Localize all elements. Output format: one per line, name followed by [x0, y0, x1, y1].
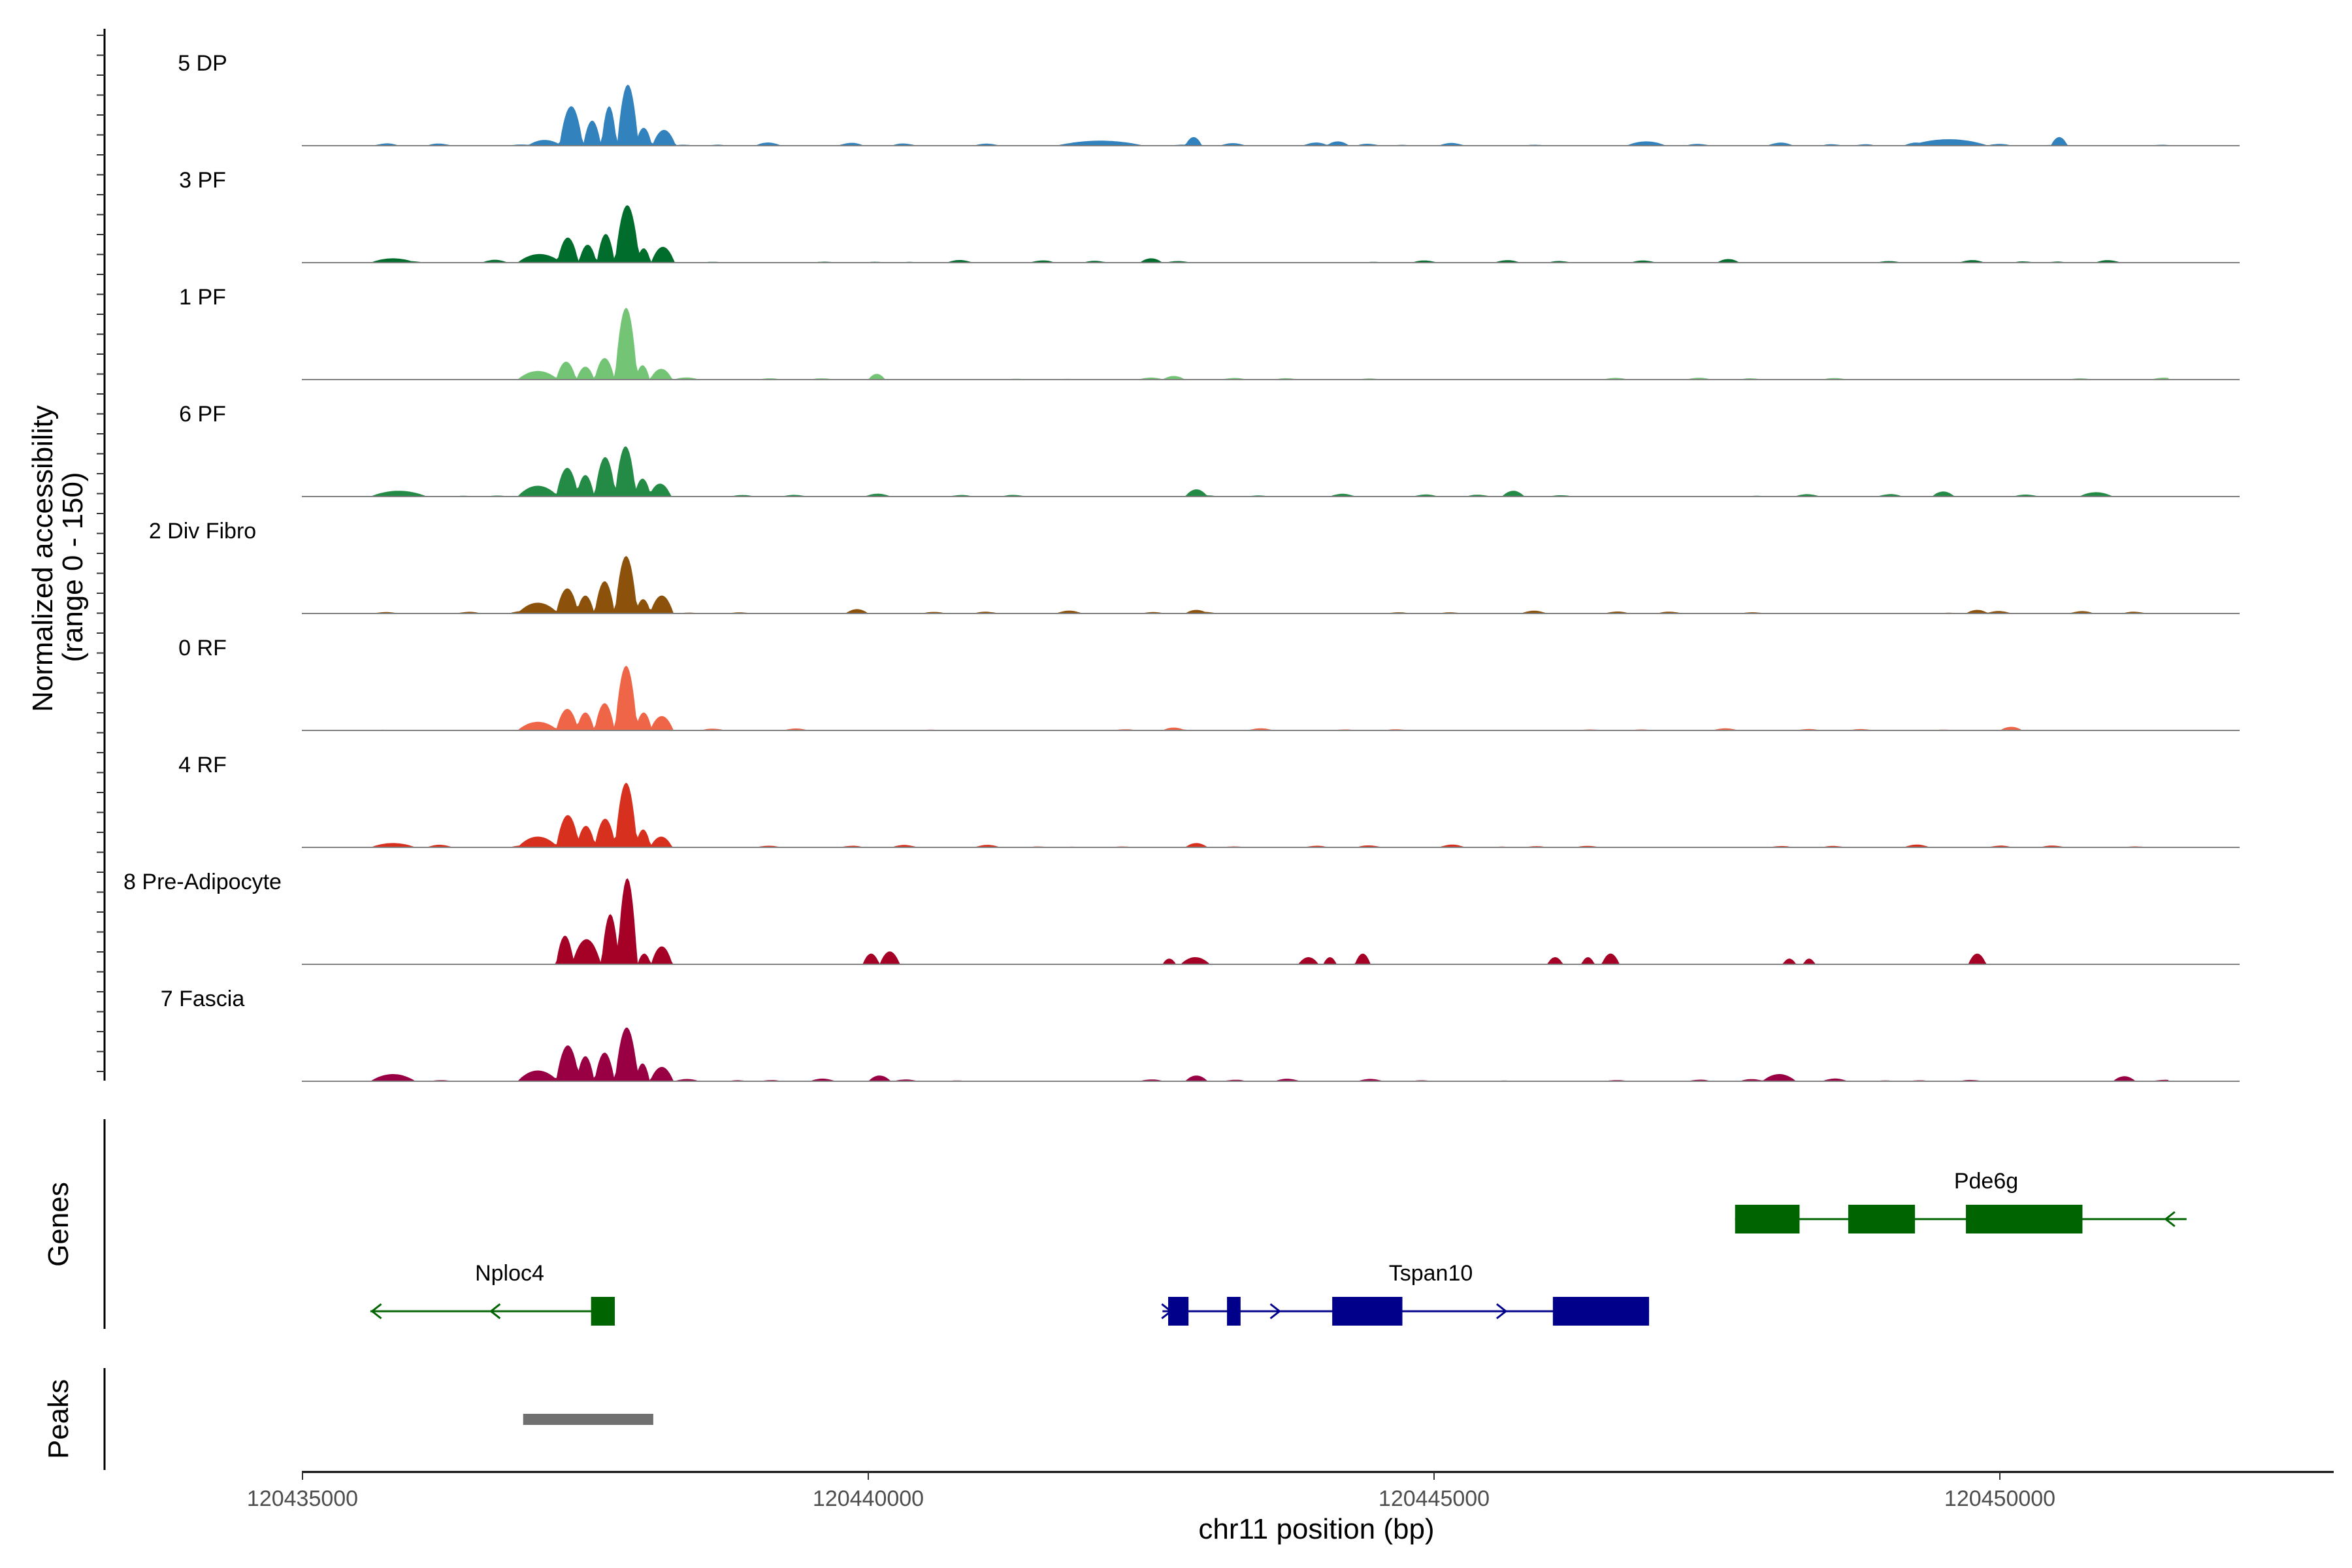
coverage-track: 1 PF: [155, 285, 2240, 380]
x-tick-label: 120435000: [247, 1486, 358, 1511]
gene-label: Pde6g: [1954, 1169, 2018, 1194]
x-tick-label: 120450000: [1944, 1486, 2055, 1511]
gene-exon: [1848, 1205, 1916, 1233]
coverage-area: [155, 308, 2187, 380]
coverage-area: [155, 556, 2187, 613]
x-axis-title: chr11 position (bp): [1198, 1513, 1434, 1545]
track-label: 5 DP: [178, 51, 227, 76]
gene-exon: [591, 1297, 615, 1326]
x-tick-label: 120440000: [813, 1486, 924, 1511]
coverage-track: 3 PF: [155, 168, 2240, 263]
genes-track: Nploc4 Tspan10 Pde6g: [370, 1169, 2187, 1326]
x-tick-label: 120445000: [1379, 1486, 1490, 1511]
coverage-area: [155, 205, 2187, 263]
peak-region-bar: [523, 1414, 653, 1425]
peaks-track-title: Peaks: [42, 1379, 74, 1459]
track-label: 7 Fascia: [161, 987, 245, 1011]
strand-arrow: [1495, 1303, 1508, 1320]
track-label: 3 PF: [179, 168, 226, 193]
coverage-track: 4 RF: [155, 753, 2240, 848]
gene-exon: [1332, 1297, 1403, 1326]
coverage-track: 2 Div Fibro: [149, 519, 2240, 614]
y-axis-title-line2: (range 0 - 150): [57, 472, 89, 662]
coverage-area: [155, 84, 2187, 146]
strand-arrow: [489, 1303, 501, 1320]
coverage-area: [155, 878, 2187, 964]
genes-track-title: Genes: [42, 1182, 74, 1267]
coverage-area: [155, 446, 2187, 497]
strand-arrow: [1269, 1303, 1281, 1320]
coverage-track: 8 Pre-Adipocyte: [123, 870, 2240, 965]
coverage-track: 5 DP: [155, 51, 2240, 146]
track-label: 8 Pre-Adipocyte: [123, 870, 282, 894]
coverage-track: 7 Fascia: [155, 987, 2240, 1082]
gene-label: Nploc4: [475, 1261, 544, 1286]
coverage-area: [155, 666, 2187, 730]
coverage-track: 6 PF: [155, 402, 2240, 497]
track-label: 6 PF: [179, 402, 226, 427]
gene: Nploc4: [370, 1261, 615, 1326]
gene-exon: [1735, 1205, 1800, 1233]
peaks-track: [523, 1414, 653, 1425]
gene-exon: [1966, 1205, 2083, 1233]
track-label: 0 RF: [178, 636, 227, 661]
coverage-y-axis-ticks: [97, 35, 105, 1072]
coverage-area: [155, 1027, 2187, 1081]
coverage-tracks: 5 DP 3 PF 1 PF 6 PF 2 Div Fibro 0 RF 4 RF 8 Pre…: [123, 51, 2240, 1082]
coverage-track: 0 RF: [155, 636, 2240, 731]
gene: Tspan10: [1161, 1261, 1650, 1326]
track-label: 4 RF: [178, 753, 227, 777]
strand-arrow: [370, 1303, 382, 1320]
track-label: 1 PF: [179, 285, 226, 310]
gene-label: Tspan10: [1389, 1261, 1473, 1286]
x-axis-ticks: 120435000 120440000 120445000 120450000: [247, 1472, 2055, 1511]
gene: Pde6g: [1735, 1169, 2187, 1233]
coverage-area: [155, 783, 2187, 847]
gene-exon: [1552, 1297, 1650, 1326]
strand-arrow: [2164, 1211, 2176, 1228]
gene-exon: [1227, 1297, 1241, 1326]
strand-arrow: [1161, 1303, 1173, 1320]
y-axis-title-line1: Normalized accessibility: [27, 405, 59, 711]
track-label: 2 Div Fibro: [149, 519, 256, 544]
